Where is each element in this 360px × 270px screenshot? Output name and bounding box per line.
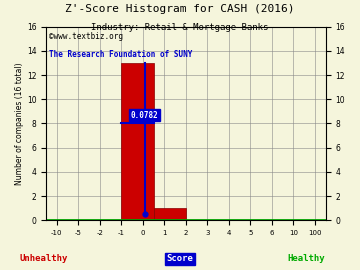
Bar <box>154 208 186 220</box>
Text: Z'-Score Histogram for CASH (2016): Z'-Score Histogram for CASH (2016) <box>65 4 295 14</box>
Text: The Research Foundation of SUNY: The Research Foundation of SUNY <box>49 50 192 59</box>
Text: Score: Score <box>167 254 193 263</box>
Text: ©www.textbiz.org: ©www.textbiz.org <box>49 32 123 41</box>
Text: Industry: Retail & Mortgage Banks: Industry: Retail & Mortgage Banks <box>91 23 269 32</box>
Bar <box>121 63 154 220</box>
Text: Unhealthy: Unhealthy <box>19 254 67 263</box>
Text: Healthy: Healthy <box>287 254 325 263</box>
Text: 0.0782: 0.0782 <box>131 111 158 120</box>
Y-axis label: Number of companies (16 total): Number of companies (16 total) <box>15 62 24 185</box>
